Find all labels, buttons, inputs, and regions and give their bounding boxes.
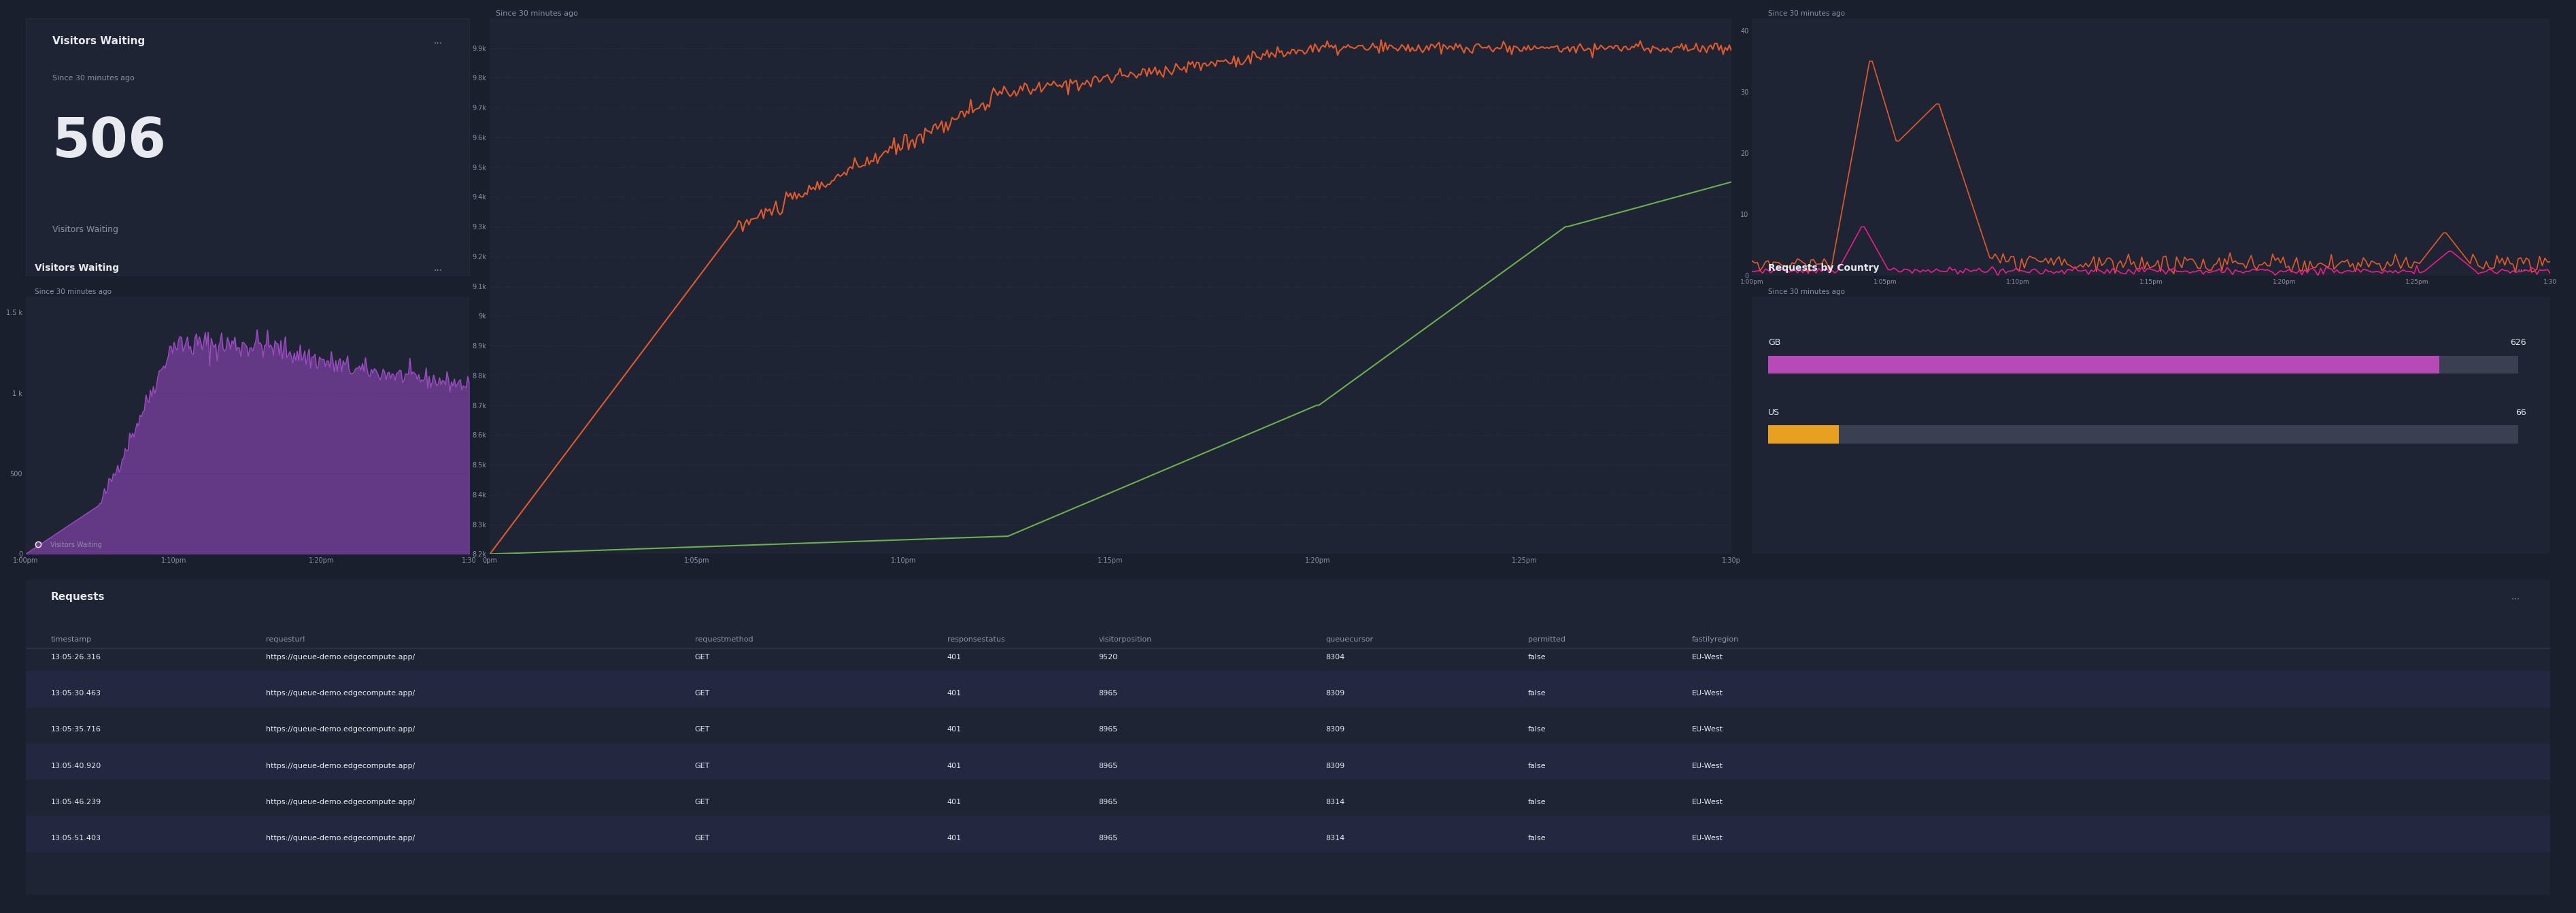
Text: 626: 626 — [2509, 339, 2527, 347]
Text: GET: GET — [696, 726, 711, 733]
Text: Since 30 minutes ago: Since 30 minutes ago — [497, 10, 577, 17]
Text: 506: 506 — [52, 115, 167, 168]
Text: permitted: permitted — [1528, 636, 1566, 643]
Text: 8965: 8965 — [1097, 834, 1118, 842]
Text: Since 30 minutes ago: Since 30 minutes ago — [52, 75, 134, 82]
Text: 8309: 8309 — [1327, 726, 1345, 733]
Text: false: false — [1528, 654, 1546, 660]
Text: 8965: 8965 — [1097, 799, 1118, 805]
Text: EU-West: EU-West — [1692, 762, 1723, 769]
Text: https://queue-demo.edgecompute.app/: https://queue-demo.edgecompute.app/ — [265, 834, 415, 842]
Text: ...: ... — [433, 263, 443, 272]
Bar — [26, 671, 2550, 708]
Text: queuecursor: queuecursor — [1327, 636, 1373, 643]
Text: GB: GB — [1767, 339, 1780, 347]
Text: 13:05:26.316: 13:05:26.316 — [52, 654, 100, 660]
Text: https://queue-demo.edgecompute.app/: https://queue-demo.edgecompute.app/ — [265, 726, 415, 733]
Bar — [26, 647, 2550, 649]
Text: EU-West: EU-West — [1692, 726, 1723, 733]
Text: 13:05:35.716: 13:05:35.716 — [52, 726, 100, 733]
Text: 401: 401 — [948, 690, 961, 697]
Text: Visitors Waiting: Visitors Waiting — [33, 263, 118, 272]
Text: EU-West: EU-West — [1692, 654, 1723, 660]
Text: 8965: 8965 — [1097, 726, 1118, 733]
Text: https://queue-demo.edgecompute.app/: https://queue-demo.edgecompute.app/ — [265, 762, 415, 769]
Text: ...: ... — [2517, 263, 2527, 272]
Text: 13:05:46.239: 13:05:46.239 — [52, 799, 100, 805]
Text: 401: 401 — [948, 654, 961, 660]
Text: Requests: Requests — [52, 593, 106, 603]
Text: 66: 66 — [2517, 408, 2527, 417]
Text: GET: GET — [696, 654, 711, 660]
Text: 9520: 9520 — [1097, 654, 1118, 660]
Text: https://queue-demo.edgecompute.app/: https://queue-demo.edgecompute.app/ — [265, 799, 415, 805]
Text: 8965: 8965 — [1097, 762, 1118, 769]
Text: false: false — [1528, 690, 1546, 697]
Text: 401: 401 — [948, 762, 961, 769]
Text: Since 30 minutes ago: Since 30 minutes ago — [33, 289, 111, 296]
Text: 8965: 8965 — [1097, 690, 1118, 697]
Bar — [1767, 425, 1839, 444]
Text: visitorposition: visitorposition — [1097, 636, 1151, 643]
Text: 401: 401 — [948, 726, 961, 733]
Bar — [1767, 425, 2519, 444]
Text: Requests by Country: Requests by Country — [1767, 263, 1878, 272]
Text: 13:05:30.463: 13:05:30.463 — [52, 690, 100, 697]
Text: responsestatus: responsestatus — [948, 636, 1005, 643]
Text: GET: GET — [696, 834, 711, 842]
Text: 8309: 8309 — [1327, 762, 1345, 769]
Text: ...: ... — [2512, 593, 2519, 602]
Text: false: false — [1528, 834, 1546, 842]
Text: US: US — [1767, 408, 1780, 417]
Text: 8309: 8309 — [1327, 690, 1345, 697]
Text: ...: ... — [433, 37, 443, 46]
Text: 8314: 8314 — [1327, 834, 1345, 842]
Text: Visitors Waiting: Visitors Waiting — [52, 37, 144, 47]
Text: timestamp: timestamp — [52, 636, 93, 643]
Text: GET: GET — [696, 762, 711, 769]
Text: 401: 401 — [948, 799, 961, 805]
Legend: Queue Length, Permitted Visitors: Queue Length, Permitted Visitors — [495, 585, 677, 599]
Text: false: false — [1528, 762, 1546, 769]
Text: Since 30 minutes ago: Since 30 minutes ago — [1767, 289, 1844, 296]
Text: 13:05:51.403: 13:05:51.403 — [52, 834, 100, 842]
Text: 13:05:40.920: 13:05:40.920 — [52, 762, 100, 769]
Text: 8304: 8304 — [1327, 654, 1345, 660]
Text: GET: GET — [696, 799, 711, 805]
Legend: Visitors Waiting: Visitors Waiting — [28, 539, 106, 551]
Text: EU-West: EU-West — [1692, 834, 1723, 842]
Legend: Total Requests, Permitted Requests: Total Requests, Permitted Requests — [2074, 298, 2228, 309]
Bar — [1767, 356, 2519, 373]
Text: Since 30 minutes ago: Since 30 minutes ago — [1767, 11, 1844, 17]
Text: GET: GET — [696, 690, 711, 697]
Text: EU-West: EU-West — [1692, 690, 1723, 697]
Text: EU-West: EU-West — [1692, 799, 1723, 805]
Text: https://queue-demo.edgecompute.app/: https://queue-demo.edgecompute.app/ — [265, 690, 415, 697]
Text: requestmethod: requestmethod — [696, 636, 752, 643]
Text: fastilyregion: fastilyregion — [1692, 636, 1739, 643]
Bar — [26, 743, 2550, 780]
Bar — [1767, 356, 2439, 373]
Text: requesturl: requesturl — [265, 636, 304, 643]
Text: Visitors Waiting: Visitors Waiting — [52, 226, 118, 234]
Text: 8314: 8314 — [1327, 799, 1345, 805]
Text: https://queue-demo.edgecompute.app/: https://queue-demo.edgecompute.app/ — [265, 654, 415, 660]
Text: false: false — [1528, 726, 1546, 733]
Text: 401: 401 — [948, 834, 961, 842]
Text: false: false — [1528, 799, 1546, 805]
Bar — [26, 816, 2550, 852]
